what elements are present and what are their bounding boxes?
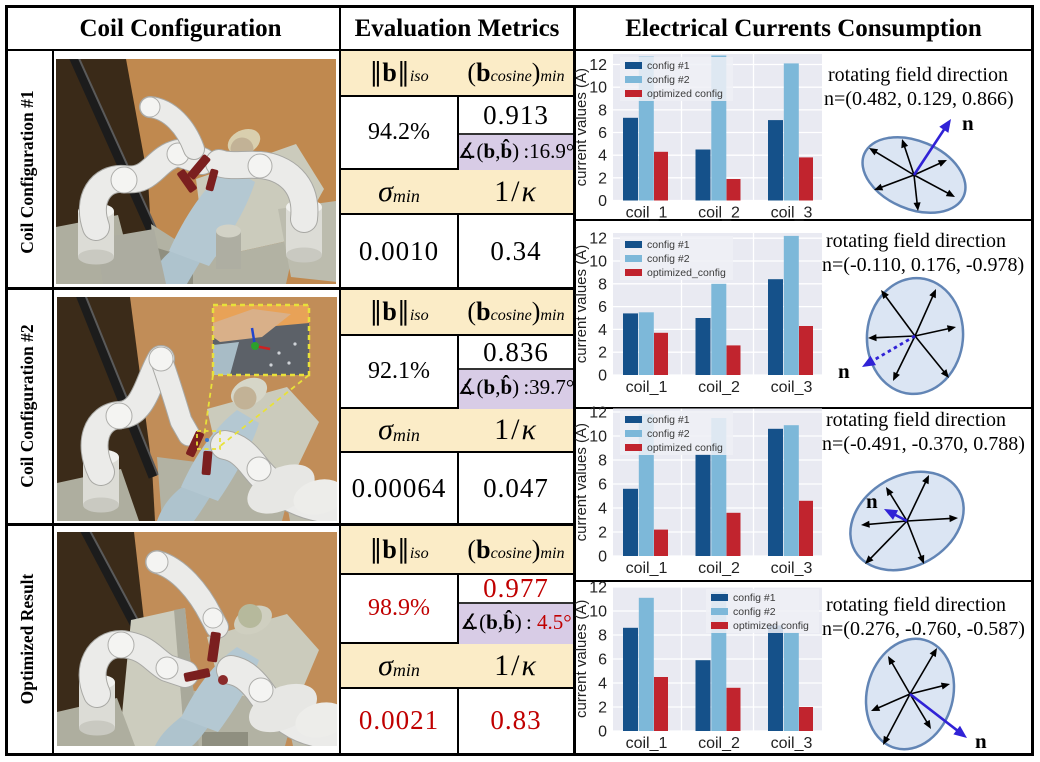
svg-text:12: 12 [589,405,607,422]
svg-text:current values (A): current values (A) [573,68,590,186]
svg-text:n: n [866,489,878,513]
svg-text:4: 4 [598,676,607,693]
svg-text:8: 8 [598,102,607,119]
svg-text:coil_2: coil_2 [698,205,740,222]
svg-text:coil_2: coil_2 [698,735,740,752]
svg-text:config #1: config #1 [733,592,776,604]
svg-text:0: 0 [598,549,607,566]
svg-text:0: 0 [598,368,607,385]
svg-text:10: 10 [589,80,607,97]
svg-text:0: 0 [598,193,607,210]
svg-text:8: 8 [598,628,607,645]
svg-text:coil_3: coil_3 [771,205,813,222]
svg-text:10: 10 [589,254,607,271]
svg-text:config #1: config #1 [647,60,690,72]
svg-text:coil_2: coil_2 [698,560,740,577]
svg-text:2: 2 [598,525,607,542]
svg-text:2: 2 [598,700,607,717]
svg-text:0: 0 [598,724,607,741]
svg-text:coil_3: coil_3 [771,735,813,752]
svg-text:2: 2 [598,345,607,362]
svg-text:6: 6 [598,652,607,669]
svg-text:optimized config: optimized config [733,620,809,632]
svg-text:6: 6 [598,299,607,316]
svg-text:8: 8 [598,276,607,293]
svg-text:config #2: config #2 [733,606,776,618]
svg-text:current values (A): current values (A) [573,423,590,541]
svg-text:config #2: config #2 [647,253,690,265]
svg-text:current values (A): current values (A) [573,245,590,363]
svg-text:10: 10 [589,429,607,446]
svg-text:config #1: config #1 [647,414,690,426]
svg-text:n: n [975,729,987,753]
svg-text:coil_1: coil_1 [626,560,668,577]
svg-text:coil_3: coil_3 [771,379,813,396]
svg-text:2: 2 [598,170,607,187]
svg-text:4: 4 [598,148,607,165]
svg-text:4: 4 [598,501,607,518]
svg-text:n: n [838,359,850,383]
svg-text:current values (A): current values (A) [573,600,590,718]
svg-text:6: 6 [598,477,607,494]
svg-text:4: 4 [598,322,607,339]
svg-text:6: 6 [598,125,607,142]
svg-text:12: 12 [589,580,607,597]
svg-text:config #1: config #1 [647,239,690,251]
svg-text:coil_3: coil_3 [771,560,813,577]
svg-text:optimized_config: optimized_config [647,267,726,279]
svg-text:coil_1: coil_1 [626,379,668,396]
svg-text:8: 8 [598,453,607,470]
svg-text:coil_1: coil_1 [626,735,668,752]
svg-text:12: 12 [589,231,607,248]
svg-text:12: 12 [589,57,607,74]
svg-text:optimized config: optimized config [647,88,723,100]
svg-text:config #2: config #2 [647,428,690,440]
svg-text:config #2: config #2 [647,74,690,86]
svg-text:n: n [962,111,974,135]
svg-text:10: 10 [589,604,607,621]
svg-text:coil_2: coil_2 [698,379,740,396]
svg-text:coil_1: coil_1 [626,205,668,222]
svg-text:optimized config: optimized config [647,442,723,454]
